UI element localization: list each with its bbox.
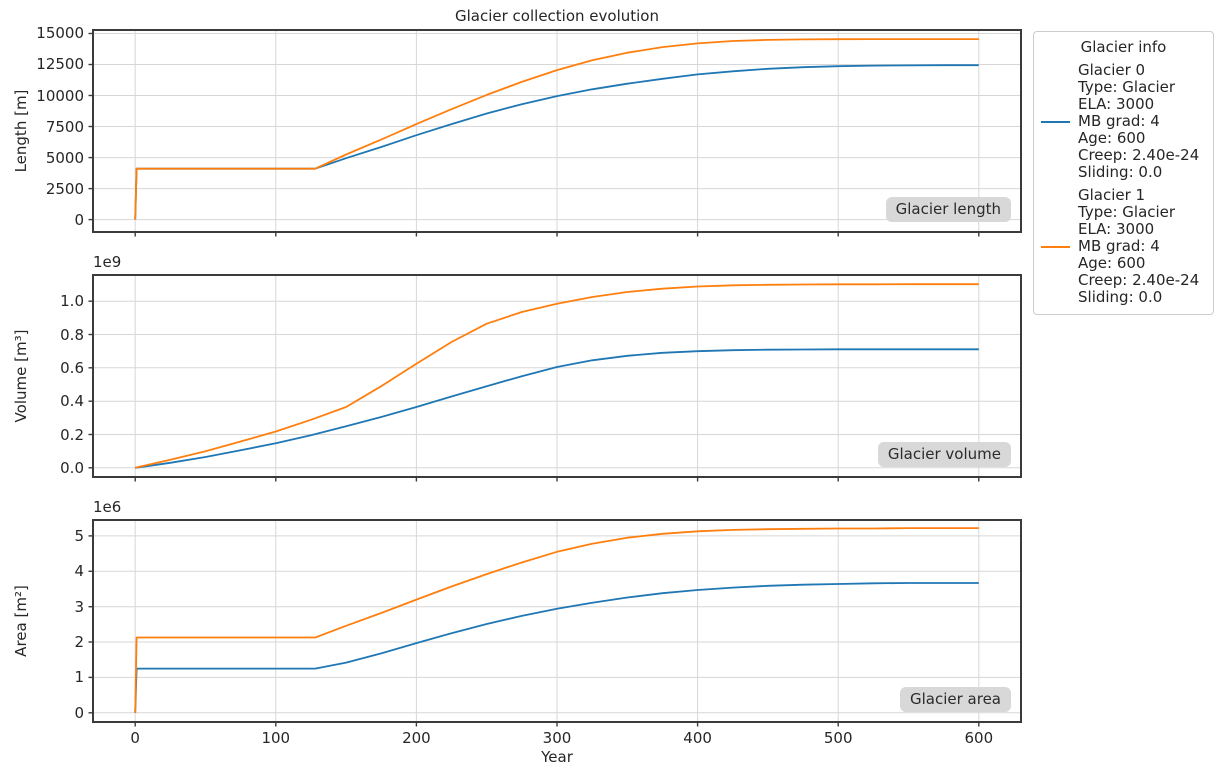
legend-text-line: ELA: 3000 [1078,220,1155,238]
legend-text-line: MB grad: 4 [1078,112,1160,130]
x-tick-label: 0 [130,729,140,747]
legend-text-line: Creep: 2.40e-24 [1078,146,1200,164]
y-tick-label: 15000 [36,24,84,43]
y-axis-label-area: Area [m²] [12,585,30,657]
x-tick-label: 400 [683,729,712,747]
legend-text-line: Type: Glacier [1078,78,1176,96]
y-tick-label: 0.8 [60,325,84,344]
legend-entries: Glacier 0 Type: Glacier ELA: 3000 MB grad: … [1034,62,1213,306]
legend-text-line: Sliding: 0.0 [1078,288,1163,306]
y-tick-label: 1.0 [60,292,84,311]
y-axis-label-volume: Volume [m³] [12,329,30,423]
corner-label-volume: Glacier volume [877,442,1011,467]
legend-text-line: Glacier 1 [1078,186,1146,204]
y-tick-label: 0.6 [60,358,84,377]
y-tick-label: 0 [74,703,84,722]
y-axis-label-length: Length [m] [12,89,30,173]
y-tick-label: 5 [74,526,84,545]
subplot-glacier-length: Glacier length 0 2500 5000 7500 10000 12500 15… [36,24,1022,237]
y-tick-label: 0.4 [60,392,84,411]
legend-text-line: Type: Glacier [1078,203,1176,221]
x-tick-label: 600 [964,729,994,747]
y-tick-label: 1 [74,668,84,687]
axis-offset-text-1e6: 1e6 [93,498,122,516]
x-axis-label: Year [541,748,573,766]
y-tick-label: 5000 [45,148,84,167]
legend-text-line: Age: 600 [1078,254,1146,272]
y-tick-label: 0.0 [60,458,84,477]
y-tick-label: 2 [74,633,84,652]
volume-chart-canvas [88,274,1022,482]
y-tick-label: 7500 [45,117,84,136]
legend-text-line: MB grad: 4 [1078,237,1160,255]
axis-offset-text-1e9: 1e9 [93,253,122,271]
legend-text-line: Glacier 0 [1078,61,1146,79]
x-tick-label: 500 [823,729,853,747]
x-tick-label: 100 [261,729,291,747]
y-tick-label: 12500 [36,55,84,74]
legend-line-swatch-icon [1041,121,1070,123]
corner-label-area: Glacier area [899,687,1011,712]
x-tick-label: 300 [542,729,572,747]
y-tick-label: 4 [74,562,84,581]
x-tick-label: 200 [402,729,431,747]
y-tick-label: 0 [74,210,84,229]
legend-text-line: Creep: 2.40e-24 [1078,271,1200,289]
y-tick-label: 10000 [36,86,84,105]
legend-entry: Glacier 0 Type: Glacier ELA: 3000 MB grad: … [1034,62,1213,181]
area-chart-canvas [88,519,1022,727]
legend: Glacier info Glacier 0 Type: Glacier ELA: … [1033,31,1214,315]
legend-title: Glacier info [1080,38,1167,56]
legend-text-line: Sliding: 0.0 [1078,163,1163,181]
corner-label-length: Glacier length [885,197,1011,222]
legend-entry: Glacier 1 Type: Glacier ELA: 3000 MB grad: … [1034,187,1213,306]
legend-text-line: ELA: 3000 [1078,95,1155,113]
subplot-glacier-volume: Glacier volume 0.0 0.2 0.4 0.6 0.8 1.0 [60,274,1022,482]
figure-title: Glacier collection evolution [455,7,659,25]
y-tick-label: 3 [74,597,84,616]
subplot-glacier-area: Glacier area 0 1 2 3 4 5 0 100 200 300 400 500 600 [74,519,1022,747]
legend-text-line: Age: 600 [1078,129,1146,147]
y-tick-label: 0.2 [60,425,84,444]
y-tick-label: 2500 [45,179,84,198]
legend-line-swatch-icon [1041,246,1070,248]
length-chart-canvas [88,29,1022,237]
